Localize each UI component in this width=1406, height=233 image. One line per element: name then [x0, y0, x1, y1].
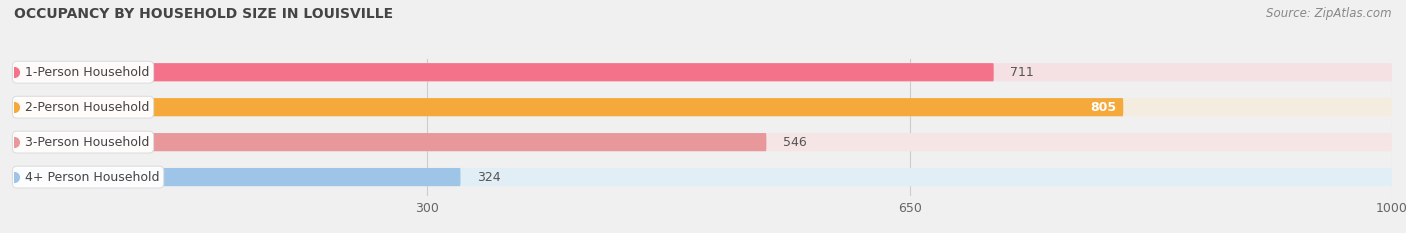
Text: OCCUPANCY BY HOUSEHOLD SIZE IN LOUISVILLE: OCCUPANCY BY HOUSEHOLD SIZE IN LOUISVILL…: [14, 7, 394, 21]
Text: 805: 805: [1090, 101, 1116, 114]
FancyBboxPatch shape: [14, 133, 1392, 151]
Text: 4+ Person Household: 4+ Person Household: [17, 171, 159, 184]
FancyBboxPatch shape: [14, 98, 1123, 116]
Text: Source: ZipAtlas.com: Source: ZipAtlas.com: [1267, 7, 1392, 20]
FancyBboxPatch shape: [14, 133, 766, 151]
FancyBboxPatch shape: [14, 63, 1392, 81]
Text: 711: 711: [1011, 66, 1033, 79]
FancyBboxPatch shape: [14, 168, 461, 186]
Text: 546: 546: [783, 136, 807, 149]
Text: 2-Person Household: 2-Person Household: [17, 101, 149, 114]
Text: 1-Person Household: 1-Person Household: [17, 66, 149, 79]
Text: 3-Person Household: 3-Person Household: [17, 136, 149, 149]
Text: 324: 324: [477, 171, 501, 184]
FancyBboxPatch shape: [14, 98, 1392, 116]
FancyBboxPatch shape: [14, 168, 1392, 186]
FancyBboxPatch shape: [14, 63, 994, 81]
